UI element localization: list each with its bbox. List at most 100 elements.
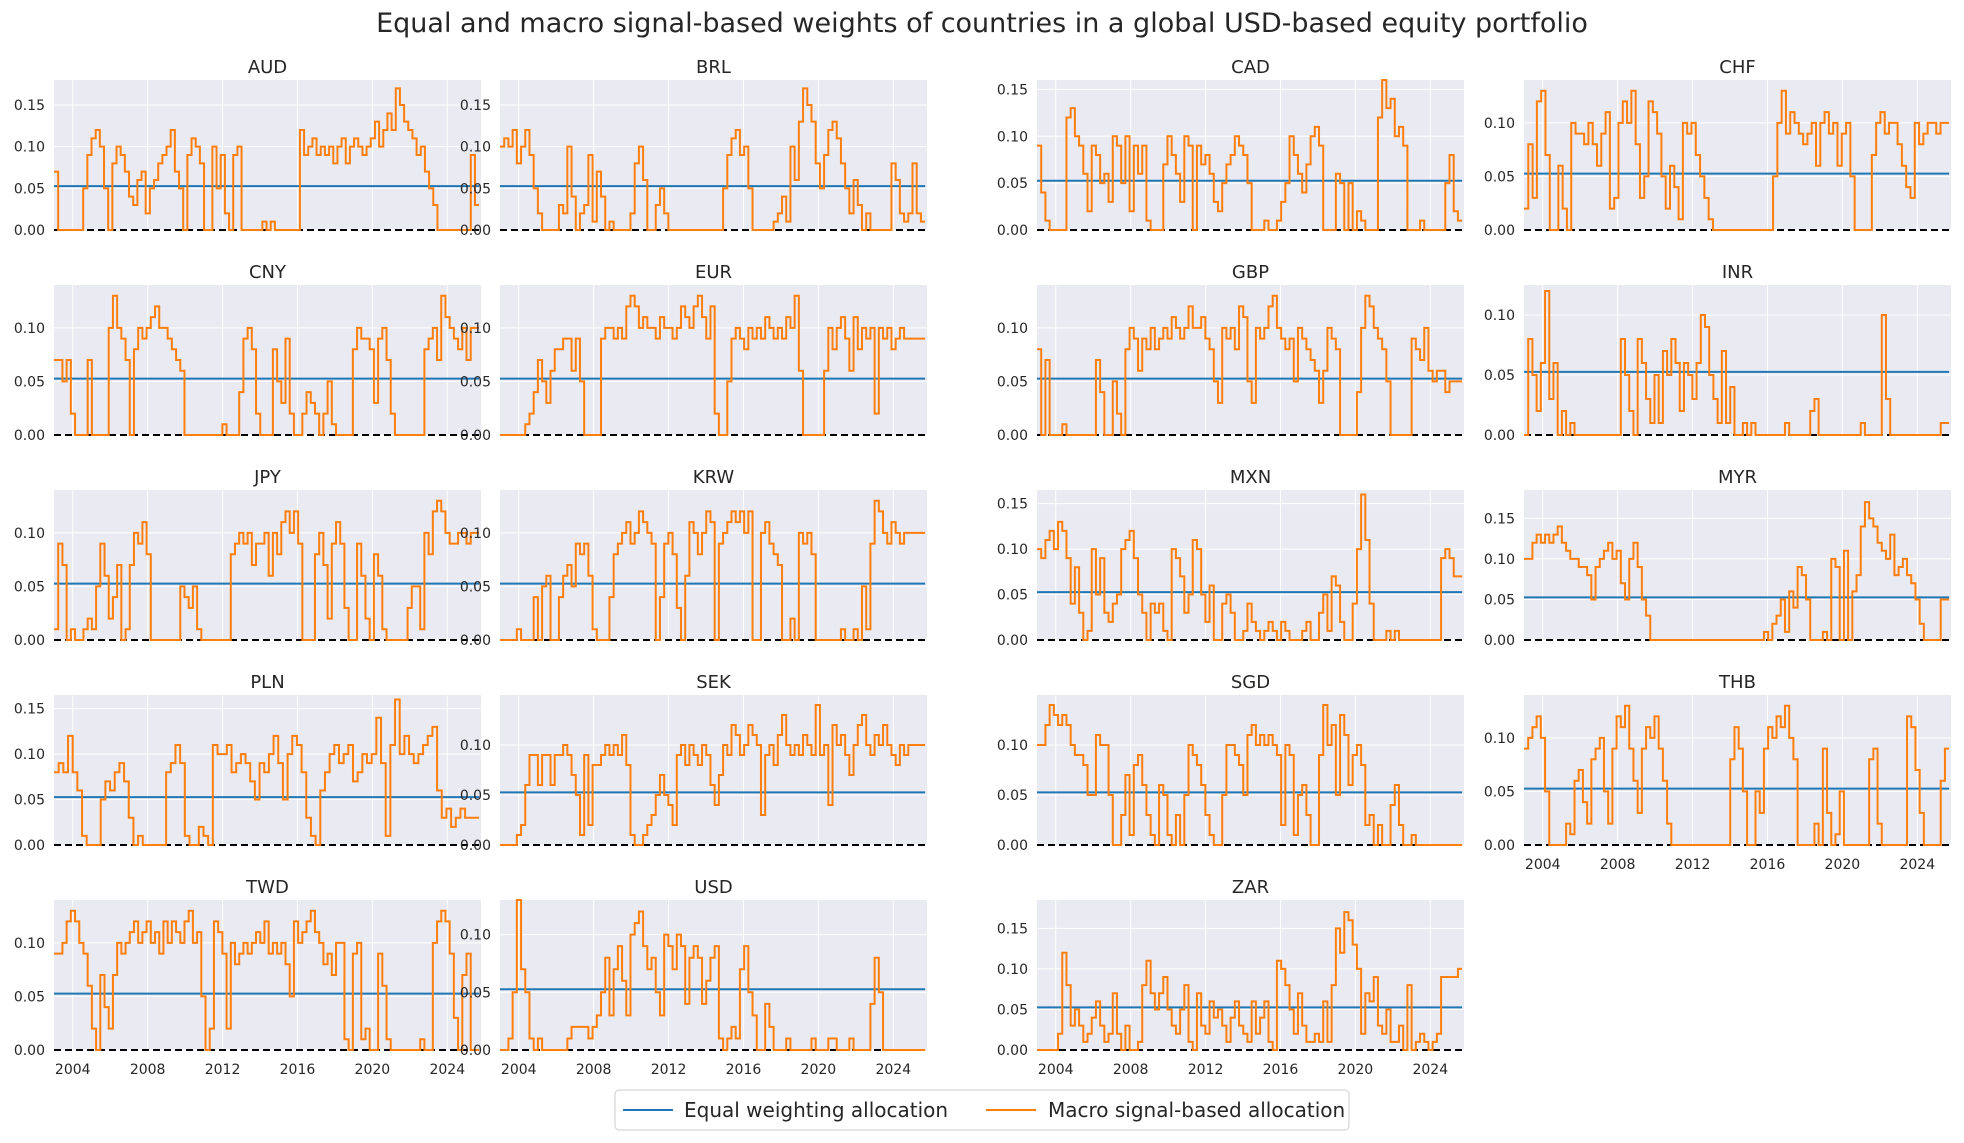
x-tick-label: 2012 xyxy=(651,1062,687,1078)
panel-title: GBP xyxy=(1232,262,1269,283)
y-tick-label: 0.00 xyxy=(14,633,45,649)
y-tick-label: 0.10 xyxy=(460,738,491,754)
y-tick-label: 0.05 xyxy=(460,181,491,197)
macro-allocation-line xyxy=(500,87,926,231)
y-tick-label: 0.00 xyxy=(14,223,45,239)
x-tick-label: 2020 xyxy=(801,1062,837,1078)
y-tick-label: 0.05 xyxy=(14,181,45,197)
plot-area xyxy=(1524,490,1951,640)
y-tick-label: 0.00 xyxy=(1484,633,1515,649)
y-tick-label: 0.05 xyxy=(997,374,1028,390)
y-tick-label: 0.00 xyxy=(997,428,1028,444)
panel-inr: INR 0.00 0.05 0.10 xyxy=(1484,262,1951,444)
panels-grid: AUD0.000.050.100.15BRL0.000.050.100.15CA… xyxy=(14,57,1951,1078)
macro-allocation-line xyxy=(54,294,480,436)
plot-area xyxy=(1524,80,1951,230)
macro-allocation-line xyxy=(500,899,926,1051)
macro-allocation-line xyxy=(1037,294,1463,436)
panel-chf: CHF 0.00 0.05 0.10 xyxy=(1484,57,1951,239)
panel-title: THB xyxy=(1718,672,1756,693)
macro-allocation-line xyxy=(500,704,926,846)
macro-allocation-line xyxy=(1037,911,1463,1051)
y-tick-label: 0.00 xyxy=(997,633,1028,649)
y-tick-label: 0.00 xyxy=(997,1043,1028,1059)
y-tick-label: 0.10 xyxy=(14,140,45,156)
y-tick-label: 0.05 xyxy=(460,374,491,390)
macro-allocation-line xyxy=(1037,493,1463,641)
y-tick-label: 0.10 xyxy=(997,542,1028,558)
plot-area xyxy=(1524,285,1951,435)
panel-myr: MYR 0.00 0.05 0.10 0.15 xyxy=(1484,467,1951,649)
y-tick-label: 0.10 xyxy=(14,747,45,763)
y-tick-label: 0.00 xyxy=(460,838,491,854)
x-tick-label: 2016 xyxy=(280,1062,316,1078)
x-tick-label: 2008 xyxy=(130,1062,166,1078)
y-tick-label: 0.15 xyxy=(997,921,1028,937)
panel-usd: USD 0.00 0.05 0.10 2004 2008 2012 2016 2020 2024 xyxy=(460,877,927,1078)
x-tick-label: 2020 xyxy=(1825,857,1861,873)
plot-area xyxy=(54,900,481,1050)
plot-area xyxy=(500,900,927,1050)
panel-title: PLN xyxy=(250,672,284,693)
macro-allocation-line xyxy=(1524,501,1950,641)
x-tick-label: 2004 xyxy=(501,1062,537,1078)
panel-zar: ZAR 0.00 0.05 0.10 0.15 2004 2008 2012 2016 2020 2… xyxy=(997,877,1464,1078)
plot-area xyxy=(1037,900,1464,1050)
y-tick-label: 0.00 xyxy=(460,1043,491,1059)
y-tick-label: 0.10 xyxy=(14,526,45,542)
y-tick-label: 0.10 xyxy=(1484,308,1515,324)
y-tick-label: 0.00 xyxy=(14,1043,45,1059)
x-tick-label: 2016 xyxy=(1750,857,1786,873)
y-tick-label: 0.00 xyxy=(14,838,45,854)
x-tick-label: 2008 xyxy=(1113,1062,1149,1078)
panel-title: ZAR xyxy=(1232,877,1269,898)
plot-area xyxy=(500,285,927,435)
figure-title: Equal and macro signal-based weights of … xyxy=(376,8,1588,39)
panel-title: INR xyxy=(1722,262,1753,283)
panel-sek: SEK 0.00 0.05 0.10 xyxy=(460,672,927,854)
x-tick-label: 2016 xyxy=(1263,1062,1299,1078)
x-tick-label: 2008 xyxy=(576,1062,612,1078)
y-tick-label: 0.10 xyxy=(997,962,1028,978)
panel-thb: THB 0.00 0.05 0.10 2004 2008 2012 2016 2020 2024 xyxy=(1484,672,1951,873)
macro-allocation-line xyxy=(54,909,480,1051)
panel-pln: PLN 0.00 0.05 0.10 0.15 xyxy=(14,672,481,854)
x-tick-label: 2024 xyxy=(1899,857,1935,873)
y-tick-label: 0.00 xyxy=(997,223,1028,239)
x-tick-label: 2012 xyxy=(1675,857,1711,873)
y-tick-label: 0.05 xyxy=(997,588,1028,604)
macro-allocation-line xyxy=(1524,290,1950,436)
x-tick-label: 2004 xyxy=(1525,857,1561,873)
y-tick-label: 0.05 xyxy=(1484,368,1515,384)
plot-area xyxy=(54,695,481,845)
plot-area xyxy=(1037,285,1464,435)
panel-aud: AUD 0.00 0.05 0.10 0.15 xyxy=(14,57,481,239)
y-tick-label: 0.15 xyxy=(460,98,491,114)
panel-twd: TWD 0.00 0.05 0.10 2004 2008 2012 2016 2020 2024 xyxy=(14,877,481,1078)
x-tick-label: 2004 xyxy=(1038,1062,1074,1078)
y-tick-label: 0.05 xyxy=(997,788,1028,804)
panel-krw: KRW 0.00 0.05 0.10 xyxy=(460,467,927,649)
y-tick-label: 0.15 xyxy=(14,702,45,718)
y-tick-label: 0.05 xyxy=(1484,784,1515,800)
y-tick-label: 0.00 xyxy=(460,633,491,649)
macro-allocation-line xyxy=(54,698,480,846)
macro-allocation-line xyxy=(1524,704,1950,846)
x-tick-label: 2024 xyxy=(429,1062,465,1078)
plot-area xyxy=(1524,695,1951,845)
panel-sgd: SGD 0.00 0.05 0.10 xyxy=(997,672,1464,854)
macro-allocation-line xyxy=(54,87,480,231)
macro-allocation-line xyxy=(1037,79,1463,231)
y-tick-label: 0.00 xyxy=(1484,428,1515,444)
panel-title: USD xyxy=(694,877,732,898)
panel-cny: CNY 0.00 0.05 0.10 xyxy=(14,262,481,444)
y-tick-label: 0.05 xyxy=(14,374,45,390)
y-tick-label: 0.10 xyxy=(460,140,491,156)
panel-title: SEK xyxy=(696,672,732,693)
panel-mxn: MXN 0.00 0.05 0.10 0.15 xyxy=(997,467,1464,649)
y-tick-label: 0.00 xyxy=(460,223,491,239)
x-tick-label: 2004 xyxy=(55,1062,91,1078)
y-tick-label: 0.00 xyxy=(1484,223,1515,239)
